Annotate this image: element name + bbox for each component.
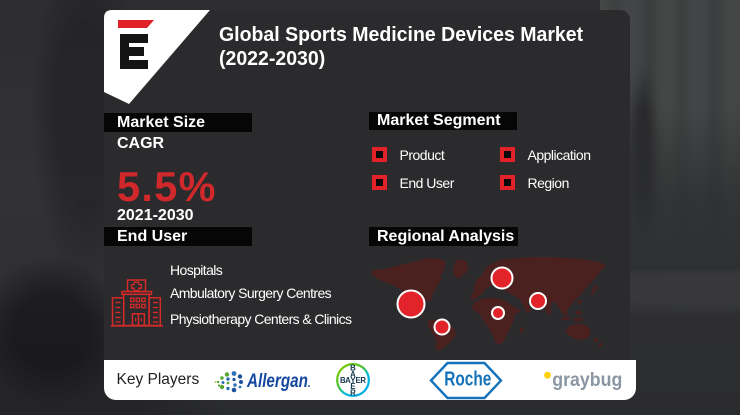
- svg-text:B: B: [340, 376, 346, 385]
- svg-text:R: R: [350, 388, 356, 397]
- svg-text:E: E: [350, 382, 355, 391]
- svg-text:A: A: [345, 376, 351, 385]
- svg-text:R: R: [360, 376, 366, 385]
- svg-text:Roche: Roche: [444, 368, 491, 391]
- svg-text:graybug: graybug: [552, 369, 622, 391]
- svg-text:B: B: [350, 364, 356, 373]
- svg-text:Y: Y: [350, 376, 356, 385]
- svg-text:A: A: [350, 370, 356, 379]
- svg-text:E: E: [355, 376, 360, 385]
